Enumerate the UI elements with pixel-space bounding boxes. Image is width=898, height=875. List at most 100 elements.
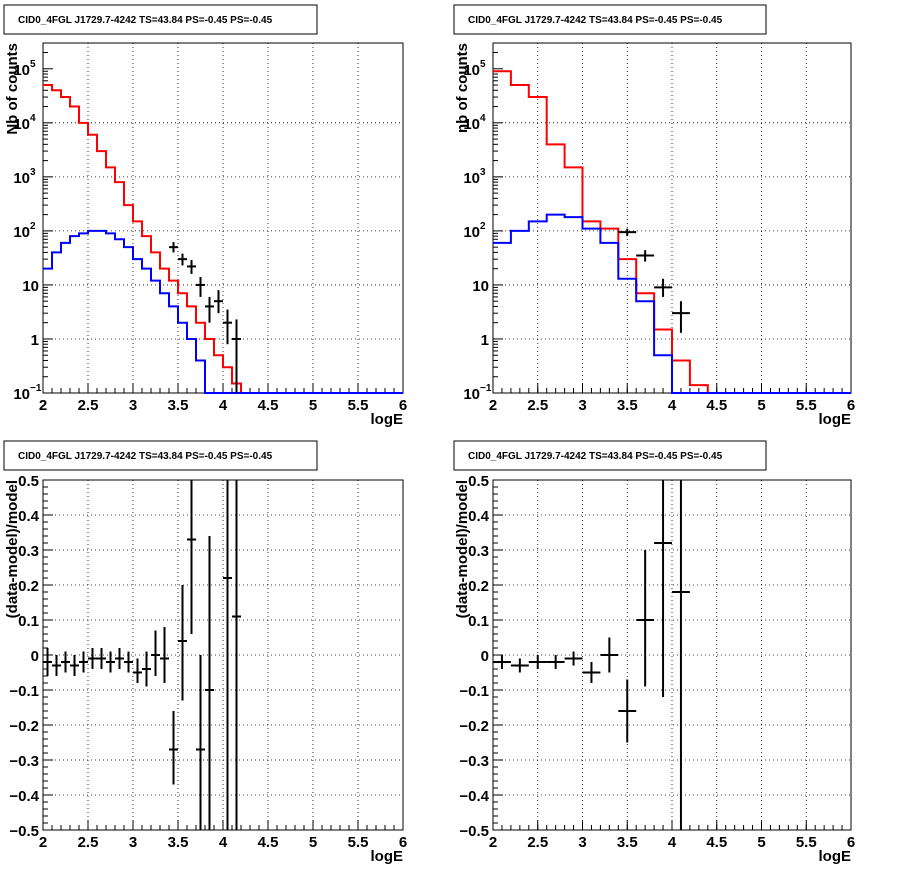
x-tick-label: 5.5 <box>796 834 817 851</box>
x-tick-label: 2.5 <box>527 834 548 851</box>
x-axis-title: logE <box>819 411 852 428</box>
data-point <box>61 651 70 673</box>
y-tick-label: −0.2 <box>459 718 489 735</box>
data-point <box>232 319 241 393</box>
data-point <box>187 480 196 634</box>
y-axis-title: (data-model)/model <box>454 480 471 618</box>
data-point <box>97 648 106 669</box>
y-tick-label: 10 <box>463 224 480 241</box>
x-tick-label: 3.5 <box>168 397 189 414</box>
y-axis-title: nb of counts <box>454 43 471 133</box>
data-point <box>205 536 214 830</box>
x-tick-label: 2 <box>39 397 47 414</box>
x-tick-label: 4 <box>219 834 228 851</box>
x-tick-label: 4 <box>219 397 228 414</box>
y-tick-label: −0.3 <box>459 753 489 770</box>
y-tick-label: 0.2 <box>468 578 489 595</box>
x-tick-label: 2.5 <box>527 397 548 414</box>
data-point <box>133 658 142 683</box>
y-tick-label: 0.5 <box>18 473 39 490</box>
y-tick-label: −0.1 <box>459 683 489 700</box>
x-tick-label: 5 <box>309 834 317 851</box>
data-point <box>510 658 529 673</box>
data-point <box>142 651 151 687</box>
y-tick-label: −0.2 <box>9 718 39 735</box>
data-point <box>196 277 205 297</box>
chart-title: CID0_4FGL J1729.7-4242 TS=43.84 PS=-0.45… <box>468 15 723 26</box>
y-tick-exponent: 3 <box>30 167 36 178</box>
y-tick-label: −0.4 <box>459 788 489 805</box>
x-axis-title: logE <box>371 848 404 865</box>
y-axis-title: (data-model)/model <box>4 480 21 618</box>
x-tick-label: 5 <box>757 834 765 851</box>
y-tick-label: 10 <box>13 224 30 241</box>
data-point <box>618 679 637 743</box>
y-tick-label: 10 <box>22 278 39 295</box>
data-point <box>70 655 79 676</box>
x-tick-label: 4 <box>668 397 677 414</box>
y-tick-label: 10 <box>13 62 30 79</box>
data-point <box>115 648 124 669</box>
y-tick-exponent: 4 <box>30 113 36 124</box>
data-point <box>636 550 655 687</box>
x-tick-label: 4.5 <box>258 397 279 414</box>
y-tick-label: 0.4 <box>18 508 40 525</box>
y-tick-label: 0.4 <box>468 508 490 525</box>
x-tick-label: 3.5 <box>617 397 638 414</box>
data-point <box>582 662 601 683</box>
y-tick-label: 10 <box>463 386 480 403</box>
plot-frame <box>492 479 852 831</box>
x-tick-label: 6 <box>399 397 407 414</box>
x-tick-label: 3.5 <box>617 834 638 851</box>
y-tick-label: 0.2 <box>18 578 39 595</box>
x-axis-title: logE <box>371 411 404 428</box>
x-tick-label: 4.5 <box>706 834 727 851</box>
data-point <box>52 655 61 676</box>
x-tick-label: 3 <box>578 397 586 414</box>
x-axis-title: logE <box>819 848 852 865</box>
data-point <box>546 655 565 669</box>
y-tick-exponent: 2 <box>30 221 36 232</box>
data-point <box>79 651 88 673</box>
data-point <box>187 259 196 274</box>
y-tick-exponent: 5 <box>480 59 486 70</box>
histogram-line <box>43 229 403 394</box>
y-tick-exponent: 2 <box>480 221 486 232</box>
y-tick-label: 0.1 <box>18 613 39 630</box>
y-tick-label: 10 <box>13 386 30 403</box>
histogram-series-2 <box>493 213 851 394</box>
x-tick-label: 3 <box>578 834 586 851</box>
data-point <box>618 228 637 237</box>
data-point <box>169 711 178 785</box>
x-tick-label: 2 <box>39 834 47 851</box>
data-point <box>493 655 511 669</box>
chart-title: CID0_4FGL J1729.7-4242 TS=43.84 PS=-0.45… <box>18 15 273 26</box>
data-point <box>564 651 583 666</box>
title-box <box>453 440 767 471</box>
chart-title: CID0_4FGL J1729.7-4242 TS=43.84 PS=-0.45… <box>468 451 723 462</box>
data-point <box>106 651 115 673</box>
data-point <box>232 480 241 830</box>
x-tick-label: 5 <box>309 397 317 414</box>
x-tick-label: 2 <box>489 834 497 851</box>
y-axis-title: Nb of counts <box>4 43 21 135</box>
y-tick-label: −0.5 <box>459 823 489 840</box>
y-tick-label: −0.3 <box>9 753 39 770</box>
y-tick-label: 0 <box>31 648 39 665</box>
data-point <box>160 627 169 683</box>
x-tick-label: 5.5 <box>348 834 369 851</box>
x-tick-label: 4.5 <box>258 834 279 851</box>
data-points-series <box>169 242 241 393</box>
chart-panel-3: CID0_4FGL J1729.7-4242 TS=43.84 PS=-0.45… <box>3 440 407 865</box>
title-box <box>453 4 767 35</box>
y-tick-exponent: 5 <box>30 59 36 70</box>
x-tick-label: 6 <box>847 834 855 851</box>
y-tick-label: 0 <box>481 648 489 665</box>
data-point <box>196 655 205 830</box>
x-tick-label: 4.5 <box>706 397 727 414</box>
x-tick-label: 5.5 <box>796 397 817 414</box>
chart-panel-1: CID0_4FGL J1729.7-4242 TS=43.84 PS=-0.45… <box>3 4 407 428</box>
y-tick-label: 0.1 <box>468 613 489 630</box>
y-tick-label: 1 <box>31 332 39 349</box>
